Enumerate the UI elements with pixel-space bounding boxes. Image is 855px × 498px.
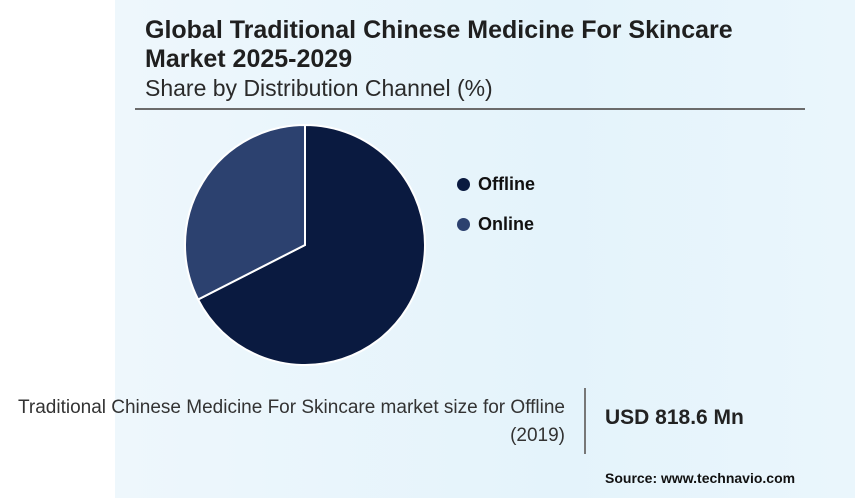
legend-item-offline: Offline — [457, 172, 535, 196]
legend-item-online: Online — [457, 212, 535, 236]
pie-chart — [184, 123, 426, 366]
market-size-value: USD 818.6 Mn — [605, 406, 744, 429]
legend-swatch-offline — [457, 177, 470, 191]
chart-subtitle: Share by Distribution Channel (%) — [145, 75, 493, 101]
legend-label-online: Online — [478, 213, 535, 234]
pie-slice-online — [184, 123, 306, 301]
title-divider — [135, 108, 805, 110]
footer-divider — [584, 388, 586, 454]
pie-slice-offline — [196, 123, 426, 366]
chart-title: Global Traditional Chinese Medicine For … — [145, 16, 733, 73]
legend: Offline Online — [457, 172, 535, 252]
source-link[interactable]: Source: www.technavio.com — [605, 470, 796, 486]
market-size-note: Traditional Chinese Medicine For Skincar… — [17, 397, 565, 446]
legend-swatch-online — [457, 217, 470, 231]
legend-label-offline: Offline — [478, 173, 535, 194]
